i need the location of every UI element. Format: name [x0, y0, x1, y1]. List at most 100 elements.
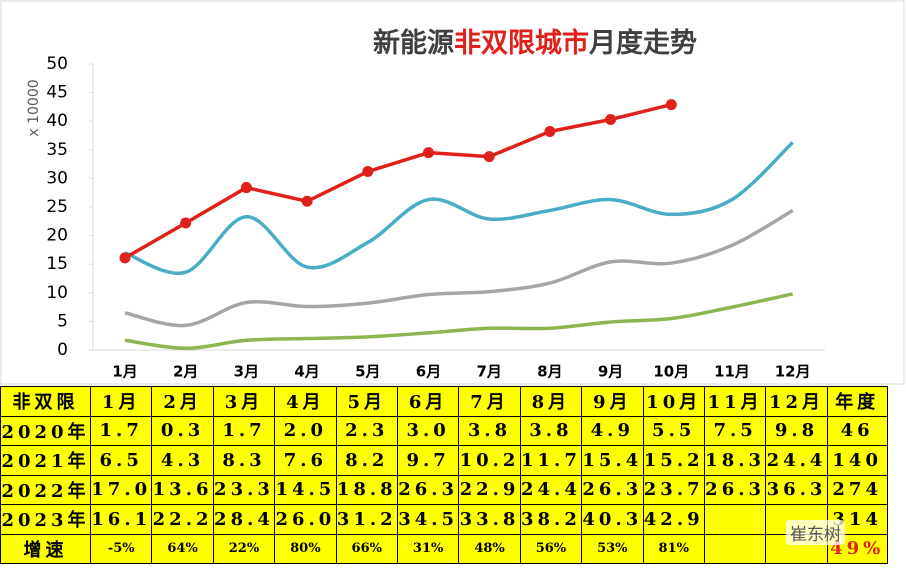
point: [301, 195, 313, 207]
table-cell: 11月: [703, 386, 767, 417]
point: [240, 182, 252, 194]
point: [665, 99, 677, 111]
x-tick-label: 4月: [294, 363, 319, 381]
x-tick-label: 11月: [714, 363, 750, 381]
table-cell: 23.3: [212, 474, 276, 505]
table-cell: 53%: [581, 533, 644, 564]
x-tick-label: 10月: [653, 363, 689, 381]
table-cell: 8.2: [335, 445, 398, 476]
table-cell: 2023年: [0, 504, 91, 535]
point: [180, 217, 192, 229]
x-tick-label: 3月: [234, 363, 259, 381]
point: [483, 151, 495, 163]
y-tick-label: 40: [46, 111, 68, 131]
table-cell: 0.3: [151, 415, 214, 446]
table-cell: 42.9: [642, 504, 705, 535]
data-table: 非双限 1月 2月 3月 4月 5月 6月 7月 8月 9月 10月 11月 12月 年度 2020年 1.7…: [0, 386, 888, 564]
title-part: 月度走势: [588, 27, 697, 59]
table-cell: 13.6: [151, 474, 214, 505]
x-tick-label: 7月: [476, 363, 501, 381]
table-row: 2022年 17.0 13.6 23.3 14.5 18.8 26.3 22.9 24.4 26.…: [0, 474, 888, 505]
table-row: 非双限 1月 2月 3月 4月 5月 6月 7月 8月 9月 10月 11月 12月 年度: [0, 386, 888, 417]
table-cell: 8月: [519, 386, 583, 417]
x-tick-label: 1月: [112, 363, 137, 381]
table-cell: 7.5: [703, 415, 767, 446]
table-cell: 33.8: [458, 504, 521, 535]
table-cell: 80%: [274, 533, 337, 564]
table-cell: 7月: [458, 386, 521, 417]
chart: 新能源非双限城市月度走势 x 10000 0 5 10 15 20 25 30 35 40 45 5…: [0, 0, 905, 385]
table-cell: 2020年: [0, 415, 91, 446]
table-cell: 3.8: [519, 415, 583, 446]
line-series: [124, 102, 672, 260]
table-cell: 3.8: [458, 415, 521, 446]
table-cell: 22.9: [458, 474, 521, 505]
table-cell: 24.4: [519, 474, 583, 505]
table-cell: -5%: [89, 533, 153, 564]
table-cell: 26.3: [396, 474, 460, 505]
table-row: 2020年 1.7 0.3 1.7 2.0 2.3 3.0 3.8 3.8 4.9 5.5 7.5 9.…: [0, 415, 888, 446]
table-row: 增速 -5% 64% 22% 80% 66% 31% 48% 56% 53% 81% 49%: [0, 533, 888, 564]
table-cell: 4.9: [581, 415, 644, 446]
table-cell: 3月: [212, 386, 276, 417]
x-tick-label: 2月: [173, 363, 198, 381]
y-axis-label: x 10000: [26, 79, 42, 136]
x-tick-label: 12月: [775, 363, 811, 381]
table-cell: 22.2: [151, 504, 214, 535]
table-cell: 2.3: [335, 415, 398, 446]
table-cell: 46: [826, 415, 888, 446]
table-cell: [703, 533, 767, 564]
table-cell: 1.7: [89, 415, 153, 446]
y-tick-label: 50: [46, 54, 68, 74]
y-tick-label: 45: [46, 83, 68, 103]
table-cell: 3.0: [396, 415, 460, 446]
table-cell: 18.3: [703, 445, 767, 476]
table-cell: 24.4: [765, 445, 828, 476]
table-cell: [703, 504, 767, 535]
table-cell: 23.7: [642, 474, 705, 505]
table-cell: 9.7: [396, 445, 460, 476]
table-cell: 40.3: [581, 504, 644, 535]
table-cell: 22%: [212, 533, 276, 564]
x-tick-label: 5月: [355, 363, 380, 381]
table-cell: 31.2: [335, 504, 398, 535]
table-cell: 140: [826, 445, 888, 476]
table-cell: 7.6: [274, 445, 337, 476]
table-row: 2023年 16.1 22.2 28.4 26.0 31.2 34.5 33.8 38.2 40.…: [0, 504, 888, 535]
point: [362, 166, 374, 178]
table-cell: 2月: [151, 386, 214, 417]
chart-title: 新能源非双限城市月度走势: [373, 27, 697, 59]
table-cell: 314: [826, 504, 888, 535]
table-row: 2021年 6.5 4.3 8.3 7.6 8.2 9.7 10.2 11.7 15.4 15.2 1…: [0, 445, 888, 476]
line-series: [124, 141, 794, 275]
table-cell: 28.4: [212, 504, 276, 535]
table-cell: 4月: [274, 386, 337, 417]
y-tick-label: 25: [46, 197, 68, 217]
y-tick-label: 20: [46, 226, 68, 246]
table-cell: 26.3: [703, 474, 767, 505]
table-cell: 26.0: [274, 504, 337, 535]
y-tick-label: 15: [46, 254, 68, 274]
table-cell: 15.4: [581, 445, 644, 476]
title-part: 非双限城市: [454, 27, 589, 59]
y-tick-label: 35: [46, 140, 68, 160]
y-tick-label: 10: [46, 283, 68, 303]
table-cell: 38.2: [519, 504, 583, 535]
table-cell: 2021年: [0, 445, 91, 476]
table-cell: 9.8: [765, 415, 828, 446]
table-cell: 17.0: [89, 474, 153, 505]
table-cell: 非双限: [0, 386, 91, 417]
table-cell: 56%: [519, 533, 583, 564]
x-tick-label: 9月: [598, 363, 623, 381]
table-cell: 增速: [0, 533, 91, 564]
table-cell: 8.3: [212, 445, 276, 476]
table-cell: 64%: [151, 533, 214, 564]
table-cell: 10.2: [458, 445, 521, 476]
table-cell: 5.5: [642, 415, 705, 446]
x-tick-label: 8月: [537, 363, 562, 381]
point: [423, 147, 434, 159]
table-cell: 9月: [581, 386, 644, 417]
table-cell: 66%: [335, 533, 398, 564]
table-cell: 2.0: [274, 415, 337, 446]
